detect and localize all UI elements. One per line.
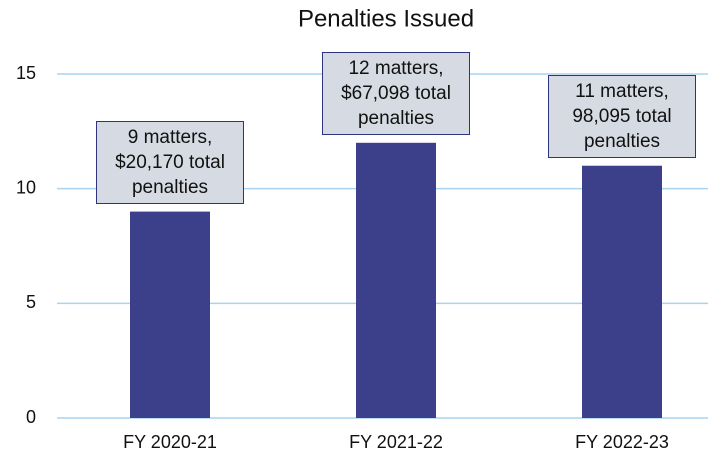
x-tick-label: FY 2020-21 <box>123 432 217 452</box>
data-label: 11 matters, 98,095 total penalties <box>548 74 696 158</box>
x-tick-label: FY 2022-23 <box>575 432 669 452</box>
y-tick-label: 5 <box>26 292 36 312</box>
bar <box>130 211 210 418</box>
y-tick-label: 10 <box>16 177 36 197</box>
chart-title: Penalties Issued <box>298 5 474 32</box>
x-tick-label: FY 2021-22 <box>349 432 443 452</box>
bar <box>356 142 436 419</box>
data-label: 12 matters, $67,098 total penalties <box>322 51 470 135</box>
bar <box>582 165 662 418</box>
y-tick-label: 0 <box>26 407 36 427</box>
y-tick-label: 15 <box>16 63 36 83</box>
data-label: 9 matters, $20,170 total penalties <box>96 120 244 204</box>
